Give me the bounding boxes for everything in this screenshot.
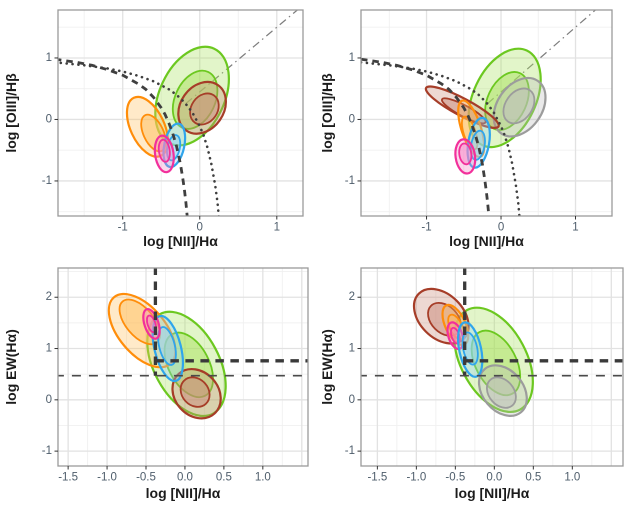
ellipse-blue-inner	[157, 326, 177, 366]
x-tick-label: 1.0	[255, 472, 271, 484]
y-tick-label: -1	[345, 445, 355, 457]
ellipse-gray-inner	[486, 376, 517, 409]
x-tick-label: -1	[118, 222, 128, 234]
panel-bpt-top-right: -1 0 1 -1 0 1 log [NII]/Hα log [OIII]/Hβ	[319, 9, 613, 249]
ellipse-gray-inner	[502, 87, 536, 125]
y-axis-title: log EW(Hα)	[319, 329, 335, 404]
x-tick-label: 1.0	[564, 472, 580, 484]
x-tick-label: -1.0	[406, 472, 426, 484]
y-tick-label: -1	[345, 175, 355, 187]
x-tick-label: -1	[421, 222, 431, 234]
x-tick-label: -1.0	[97, 472, 117, 484]
x-tick-label: 0.5	[216, 472, 232, 484]
y-tick-label: 0	[349, 394, 355, 406]
y-tick-label: 0	[349, 113, 355, 125]
ref-line-thick-dashed-curve	[361, 57, 491, 216]
y-tick-label: 1	[349, 343, 355, 355]
ref-line-dash-dot-line	[487, 10, 597, 104]
x-tick-label: -1.5	[58, 472, 78, 484]
panel-whan-bottom-left: -1.5 -1.0 -0.5 0.0 0.5 1.0 -1 0 1 2 log [NII]/Hα lo…	[3, 267, 309, 501]
y-axis-title: log EW(Hα)	[3, 329, 19, 404]
x-axis-title: log [NII]/Hα	[455, 485, 530, 501]
x-axis-title: log [NII]/Hα	[449, 233, 524, 249]
x-tick-label: 0.5	[525, 472, 541, 484]
x-tick-label: 0.0	[486, 472, 502, 484]
panel-border	[57, 9, 304, 217]
panel-whan-bottom-right: -1.5 -1.0 -0.5 0.0 0.5 1.0 -1 0 1 2 log [NII]/Hα lo…	[319, 267, 624, 501]
ellipse-darkred-inner	[179, 376, 211, 408]
y-axis-title: log [OIII]/Hβ	[319, 73, 335, 153]
x-tick-label: 1	[274, 222, 280, 234]
ref-line-thick-dashed-curve	[58, 58, 189, 216]
panel-border	[360, 267, 624, 467]
y-tick-label: 0	[46, 394, 52, 406]
panel-bpt-top-left: -1 0 1 -1 0 1 log [NII]/Hα log [OIII]/Hβ	[3, 9, 304, 249]
ellipse-darkred-inner	[441, 97, 487, 125]
y-tick-label: 2	[46, 291, 52, 303]
y-tick-label: 1	[46, 52, 52, 64]
x-tick-label: 0	[197, 222, 203, 234]
x-tick-label: 0.0	[177, 472, 193, 484]
ellipse-magenta-inner	[157, 138, 171, 163]
panel-border	[360, 9, 613, 217]
x-axis-title: log [NII]/Hα	[143, 233, 218, 249]
ref-line-dotted-curve	[58, 61, 221, 216]
ellipse-darkred-inner	[189, 92, 220, 126]
y-axis-title: log [OIII]/Hβ	[3, 73, 19, 153]
x-tick-label: -1.5	[367, 472, 387, 484]
x-tick-label: 1	[572, 222, 578, 234]
panel-border	[57, 267, 309, 467]
y-tick-label: 1	[46, 343, 52, 355]
x-tick-label: 0	[498, 222, 504, 234]
x-tick-label: -0.5	[445, 472, 465, 484]
x-axis-title: log [NII]/Hα	[146, 485, 221, 501]
y-tick-label: 2	[349, 291, 355, 303]
y-tick-label: 0	[46, 113, 52, 125]
y-tick-label: -1	[42, 175, 52, 187]
ellipse-magenta-inner	[458, 142, 473, 166]
y-tick-label: -1	[42, 445, 52, 457]
x-tick-label: -0.5	[136, 472, 156, 484]
y-tick-label: 1	[349, 52, 355, 64]
